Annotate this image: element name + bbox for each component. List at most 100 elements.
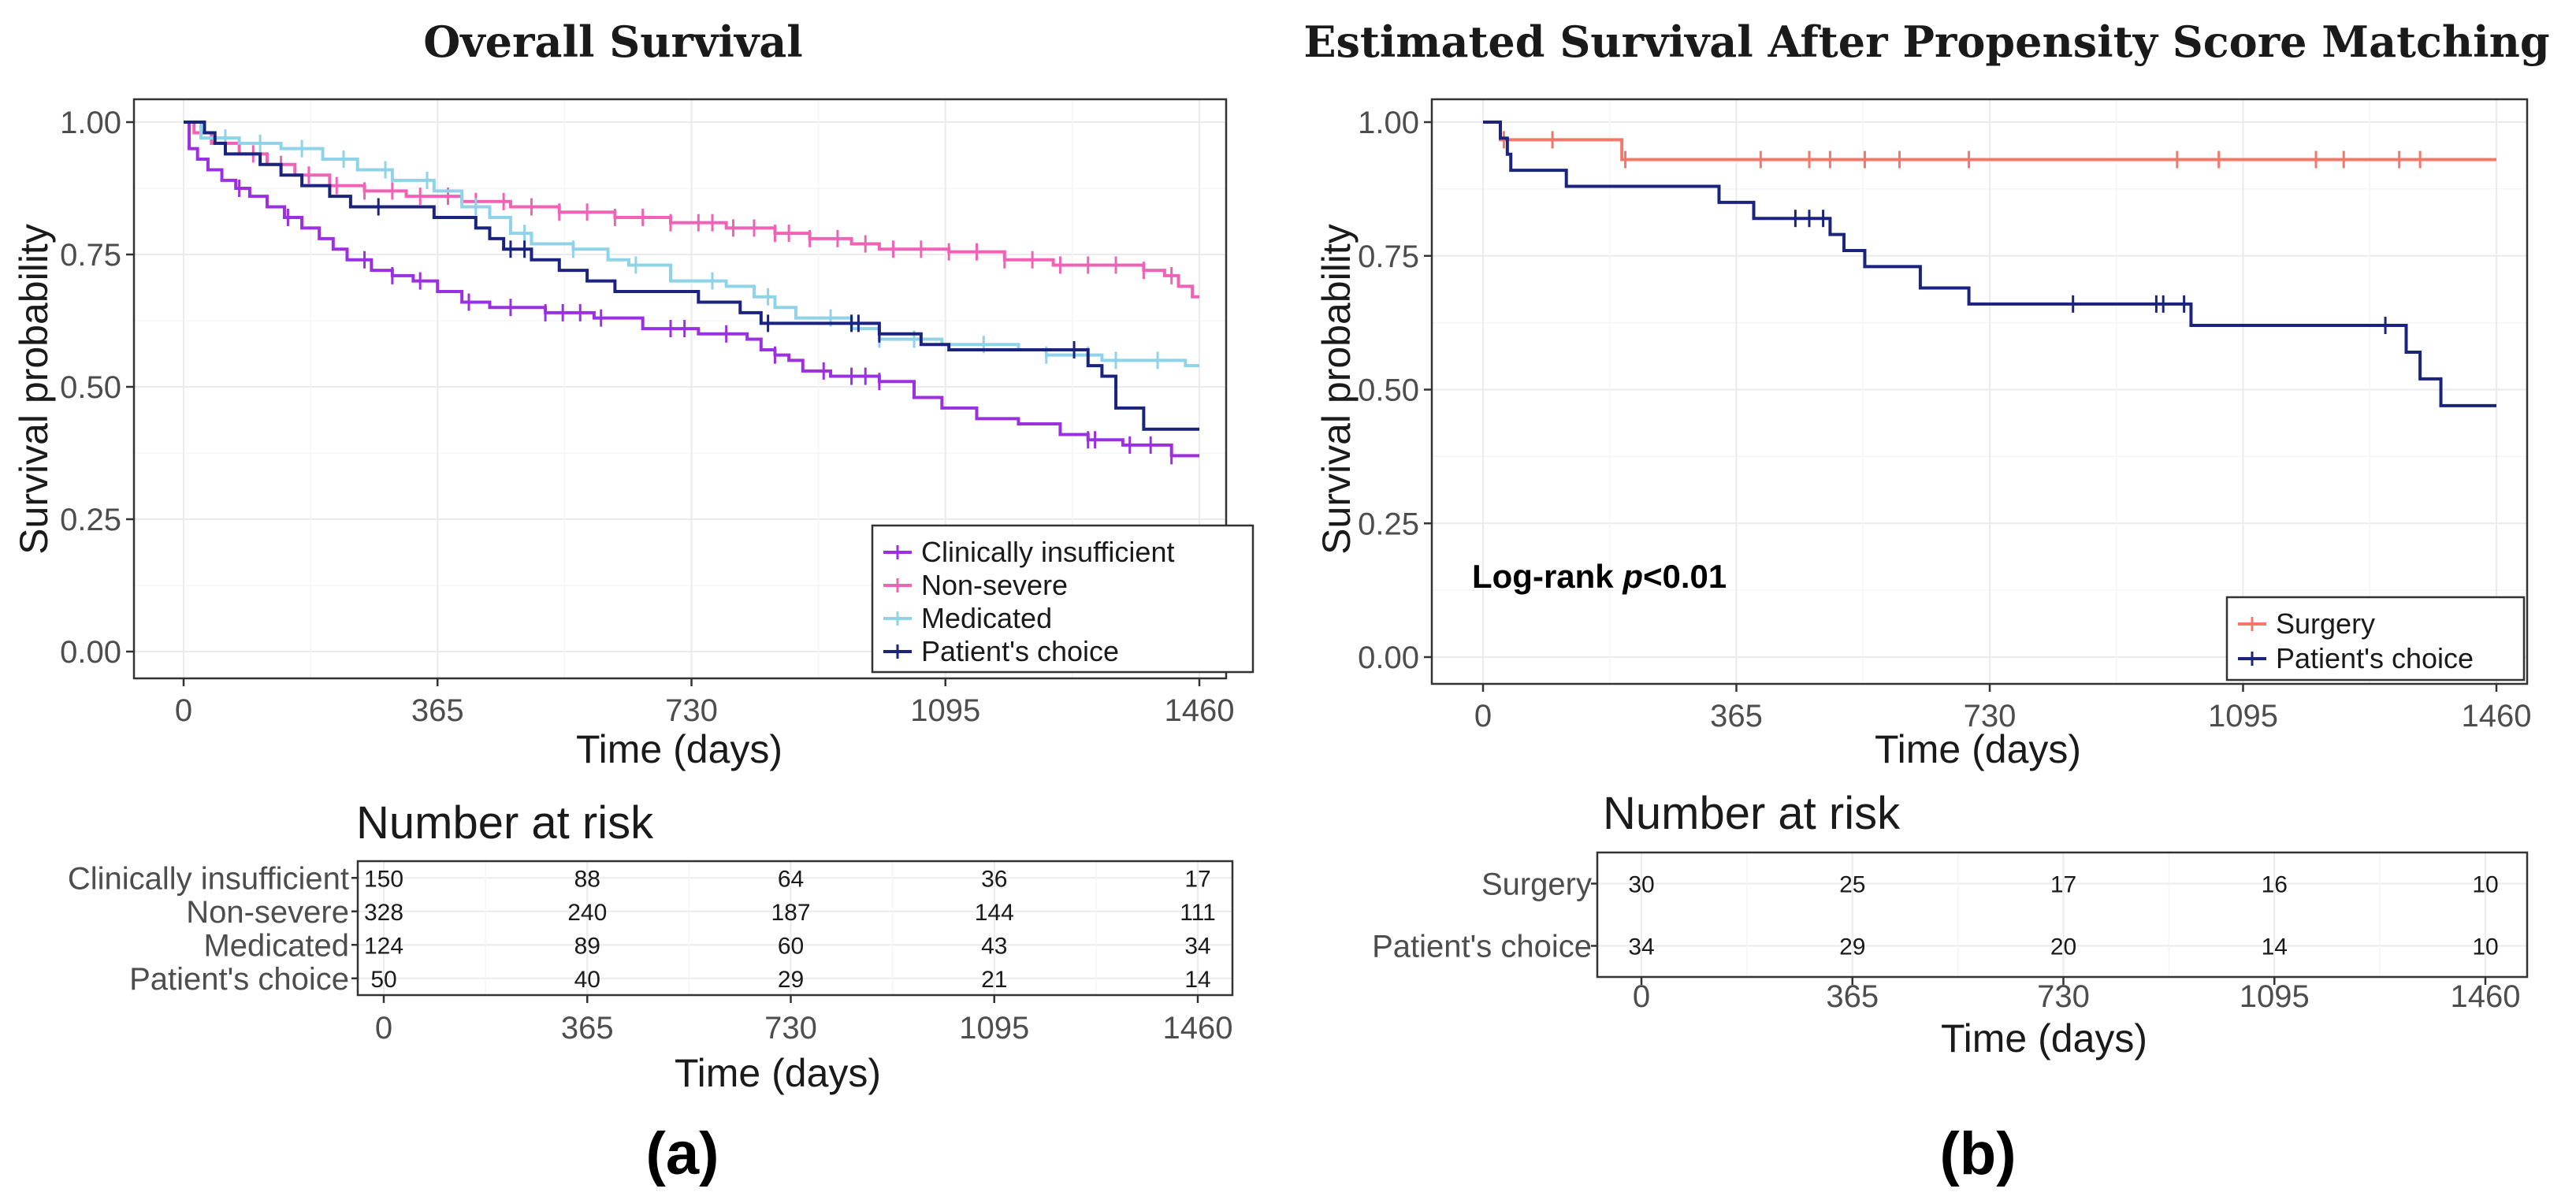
risk-count: 14 [2262, 934, 2288, 960]
risk-x-tick-label: 365 [561, 1011, 614, 1046]
risk-count: 25 [1839, 872, 1865, 898]
risk-count: 111 [1180, 900, 1216, 926]
logrank-prefix: Log-rank [1472, 558, 1623, 595]
panel-b-risk-grid [1597, 852, 2527, 977]
panel-a-y-ticks: 0.00 0.25 0.50 0.75 1.00 [60, 106, 134, 670]
x-tick-label: 730 [1964, 699, 2017, 734]
x-tick-label: 0 [175, 693, 192, 728]
panel-a-legend: Clinically insufficientNon-severeMedicat… [871, 524, 1255, 674]
y-tick-label: 0.50 [60, 370, 121, 405]
panel-a-risk-table-title: Number at risk [356, 797, 654, 849]
risk-count: 40 [574, 967, 600, 993]
legend-label: Patient's choice [921, 635, 1119, 667]
panel-b-title: Estimated Survival After Propensity Scor… [1303, 17, 2549, 67]
legend-item-patient-s-choice: Patient's choice [2238, 642, 2474, 674]
series-clinically-insufficient [184, 121, 1199, 465]
risk-x-tick-label: 730 [2037, 979, 2090, 1014]
panel-b-y-axis-title: Survival probability [1314, 224, 1359, 555]
risk-count: 328 [364, 900, 403, 926]
risk-count: 240 [567, 900, 607, 926]
legend-item-surgery: Surgery [2238, 607, 2375, 640]
panel-a-grid [134, 99, 1226, 678]
risk-count: 17 [2050, 872, 2076, 898]
panel-a-plot-border [132, 98, 1228, 680]
legend-item-clinically-insufficient: Clinically insufficient [883, 536, 1174, 568]
risk-count: 89 [574, 933, 600, 959]
panel-a-risk-grid [358, 861, 1232, 995]
panel-b-label: (b) [1939, 1120, 2016, 1187]
y-tick-label: 0.50 [1358, 373, 1419, 408]
panel-a-risk-x-axis-title: Time (days) [675, 1051, 881, 1095]
y-tick-label: 1.00 [1358, 106, 1419, 140]
panel-a-risk-x-ticks: 0 365 730 1095 1460 [375, 995, 1233, 1046]
risk-count: 60 [778, 933, 804, 959]
risk-count: 10 [2472, 872, 2498, 898]
legend-label: Clinically insufficient [921, 536, 1174, 568]
panel-b-logrank-annotation: Log-rank p<0.01 [1472, 558, 1727, 595]
panel-a-title: Overall Survival [423, 17, 803, 67]
x-tick-label: 0 [1474, 699, 1492, 734]
panel-b-plot-border [1430, 98, 2529, 685]
y-tick-label: 0.00 [1358, 641, 1419, 675]
risk-count: 29 [778, 967, 804, 993]
panel-a-risk-table-border [356, 860, 1234, 997]
panel-b-y-ticks: 0.00 0.25 0.50 0.75 1.00 [1358, 106, 1432, 675]
panel-b-risk-cells: 30 25 17 16 10 34 29 20 14 10 [1628, 872, 2498, 960]
risk-count: 21 [981, 967, 1007, 993]
risk-count: 124 [364, 933, 403, 959]
risk-row-label: Surgery [1481, 867, 1592, 902]
legend-item-medicated: Medicated [883, 602, 1052, 634]
risk-count: 150 [364, 866, 403, 892]
panel-b-grid [1432, 99, 2527, 684]
risk-count: 29 [1839, 934, 1865, 960]
risk-count: 187 [771, 900, 810, 926]
legend-label: Surgery [2276, 607, 2375, 640]
risk-x-tick-label: 1460 [1163, 1011, 1233, 1046]
panel-b-risk-table: Number at risk 30 25 17 16 10 34 29 20 14 10 Surg… [1372, 788, 2529, 1060]
panel-a-curves [184, 121, 1199, 465]
x-tick-label: 1460 [1165, 693, 1235, 728]
survival-curve-patient-s-choice [184, 121, 1199, 431]
risk-count: 34 [1184, 933, 1210, 959]
panel-b-risk-x-axis-title: Time (days) [1941, 1016, 2147, 1060]
x-tick-label: 1095 [2208, 699, 2278, 734]
logrank-value: <0.01 [1643, 558, 1727, 595]
panel-b-risk-x-ticks: 0 365 730 1095 1460 [1633, 977, 2521, 1014]
legend-label: Non-severe [921, 569, 1068, 601]
panel-b-risk-row-labels: Surgery Patient's choice [1372, 867, 1597, 964]
panel-a-legend-box [871, 524, 1255, 674]
series-patient-s-choice [1483, 121, 2496, 407]
y-tick-label: 0.75 [1358, 240, 1419, 274]
panel-a: Overall Survival 0.00 0.25 0.50 0.75 1.00 0 3… [12, 17, 1255, 1187]
panel-a-x-ticks: 0 365 730 1095 1460 [175, 678, 1235, 728]
x-tick-label: 365 [1710, 699, 1763, 734]
risk-x-tick-label: 365 [1826, 979, 1879, 1014]
panel-a-risk-cells: 150 88 64 36 17 328 240 187 144 111 124 89 60 43 34 50 4… [364, 866, 1216, 993]
risk-x-tick-label: 1095 [2240, 979, 2310, 1014]
x-tick-label: 365 [411, 693, 464, 728]
panel-a-risk-table: Number at risk 150 88 64 36 17 328 240 187 144 11… [68, 797, 1234, 1095]
risk-x-tick-label: 1460 [2451, 979, 2521, 1014]
risk-count: 30 [1628, 872, 1654, 898]
panel-b-plot-area [1432, 99, 2527, 684]
risk-count: 17 [1184, 866, 1210, 892]
panel-b-x-ticks: 0 365 730 1095 1460 [1474, 684, 2532, 734]
y-tick-label: 0.75 [60, 238, 121, 273]
panel-b: Estimated Survival After Propensity Scor… [1303, 17, 2549, 1187]
risk-count: 43 [981, 933, 1007, 959]
risk-row-label: Medicated [203, 928, 349, 963]
survival-curve-medicated [184, 121, 1199, 368]
panel-b-legend-box [2225, 596, 2526, 682]
legend-item-non-severe: Non-severe [883, 569, 1068, 601]
risk-x-tick-label: 0 [375, 1011, 392, 1046]
risk-x-tick-label: 730 [764, 1011, 817, 1046]
risk-count: 64 [778, 866, 804, 892]
x-tick-label: 1460 [2462, 699, 2532, 734]
panel-b-risk-table-border [1596, 851, 2529, 979]
x-tick-label: 1095 [910, 693, 980, 728]
y-tick-label: 1.00 [60, 106, 121, 140]
panel-b-risk-table-title: Number at risk [1603, 788, 1901, 839]
legend-label: Medicated [921, 602, 1052, 634]
